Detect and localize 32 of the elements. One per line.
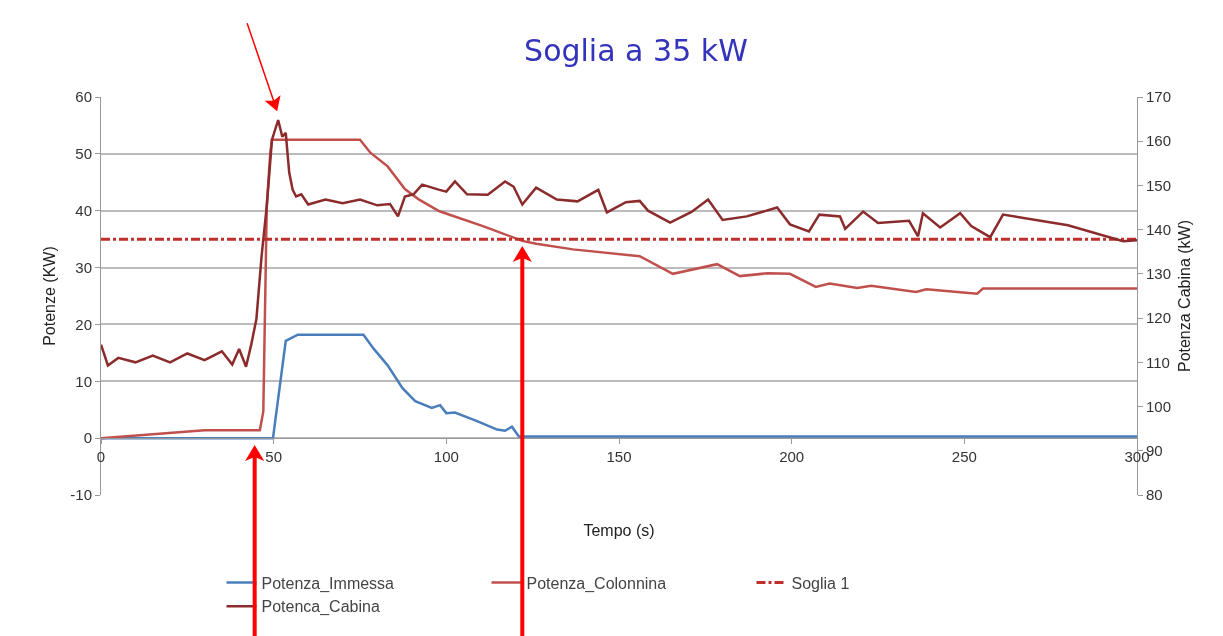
y2-tick-label: 150 [1146,176,1172,194]
y-tick-label: 0 [83,429,92,447]
y-tick-label: 10 [75,372,92,390]
y2-tick-label: 110 [1146,353,1170,371]
y-tick-label: 60 [75,88,92,106]
x-tick-label: 200 [779,448,805,466]
y2-tick-label: 170 [1146,88,1172,106]
y2-tick-label: 140 [1146,220,1172,238]
x-tick-label: 150 [606,448,632,466]
y-tick-label: 40 [75,201,92,219]
x-axis-title: Tempo (s) [583,521,655,539]
x-tick-label: 250 [951,448,977,466]
y2-tick-label: 120 [1146,309,1172,327]
x-tick-label: 100 [433,448,459,466]
x-tick-label: 0 [96,448,106,466]
y2-tick-label: 100 [1146,397,1172,415]
y2-tick-label: 160 [1146,132,1172,150]
y2-tick-label: 130 [1146,265,1172,283]
y-tick-label: 50 [75,145,92,163]
legend-label: Potenza_Colonnina [526,574,667,593]
chart-title: Soglia a 35 kW [524,33,748,69]
legend-label: Soglia 1 [791,574,850,592]
y-tick-label: 30 [75,258,92,276]
line-series [101,118,1137,369]
y-axis-title: Potenze (KW) [41,246,59,346]
y-tick-label: 20 [75,315,92,333]
y2-axis-title: Potenza Cabina (kW) [1175,219,1193,373]
legend-label: Potenca_Cabina [261,598,380,617]
x-tick-label: 50 [265,448,283,466]
y-tick-label: -10 [70,486,92,504]
legend-label: Potenza_Immessa [261,574,395,593]
y2-tick-label: 80 [1146,486,1163,504]
